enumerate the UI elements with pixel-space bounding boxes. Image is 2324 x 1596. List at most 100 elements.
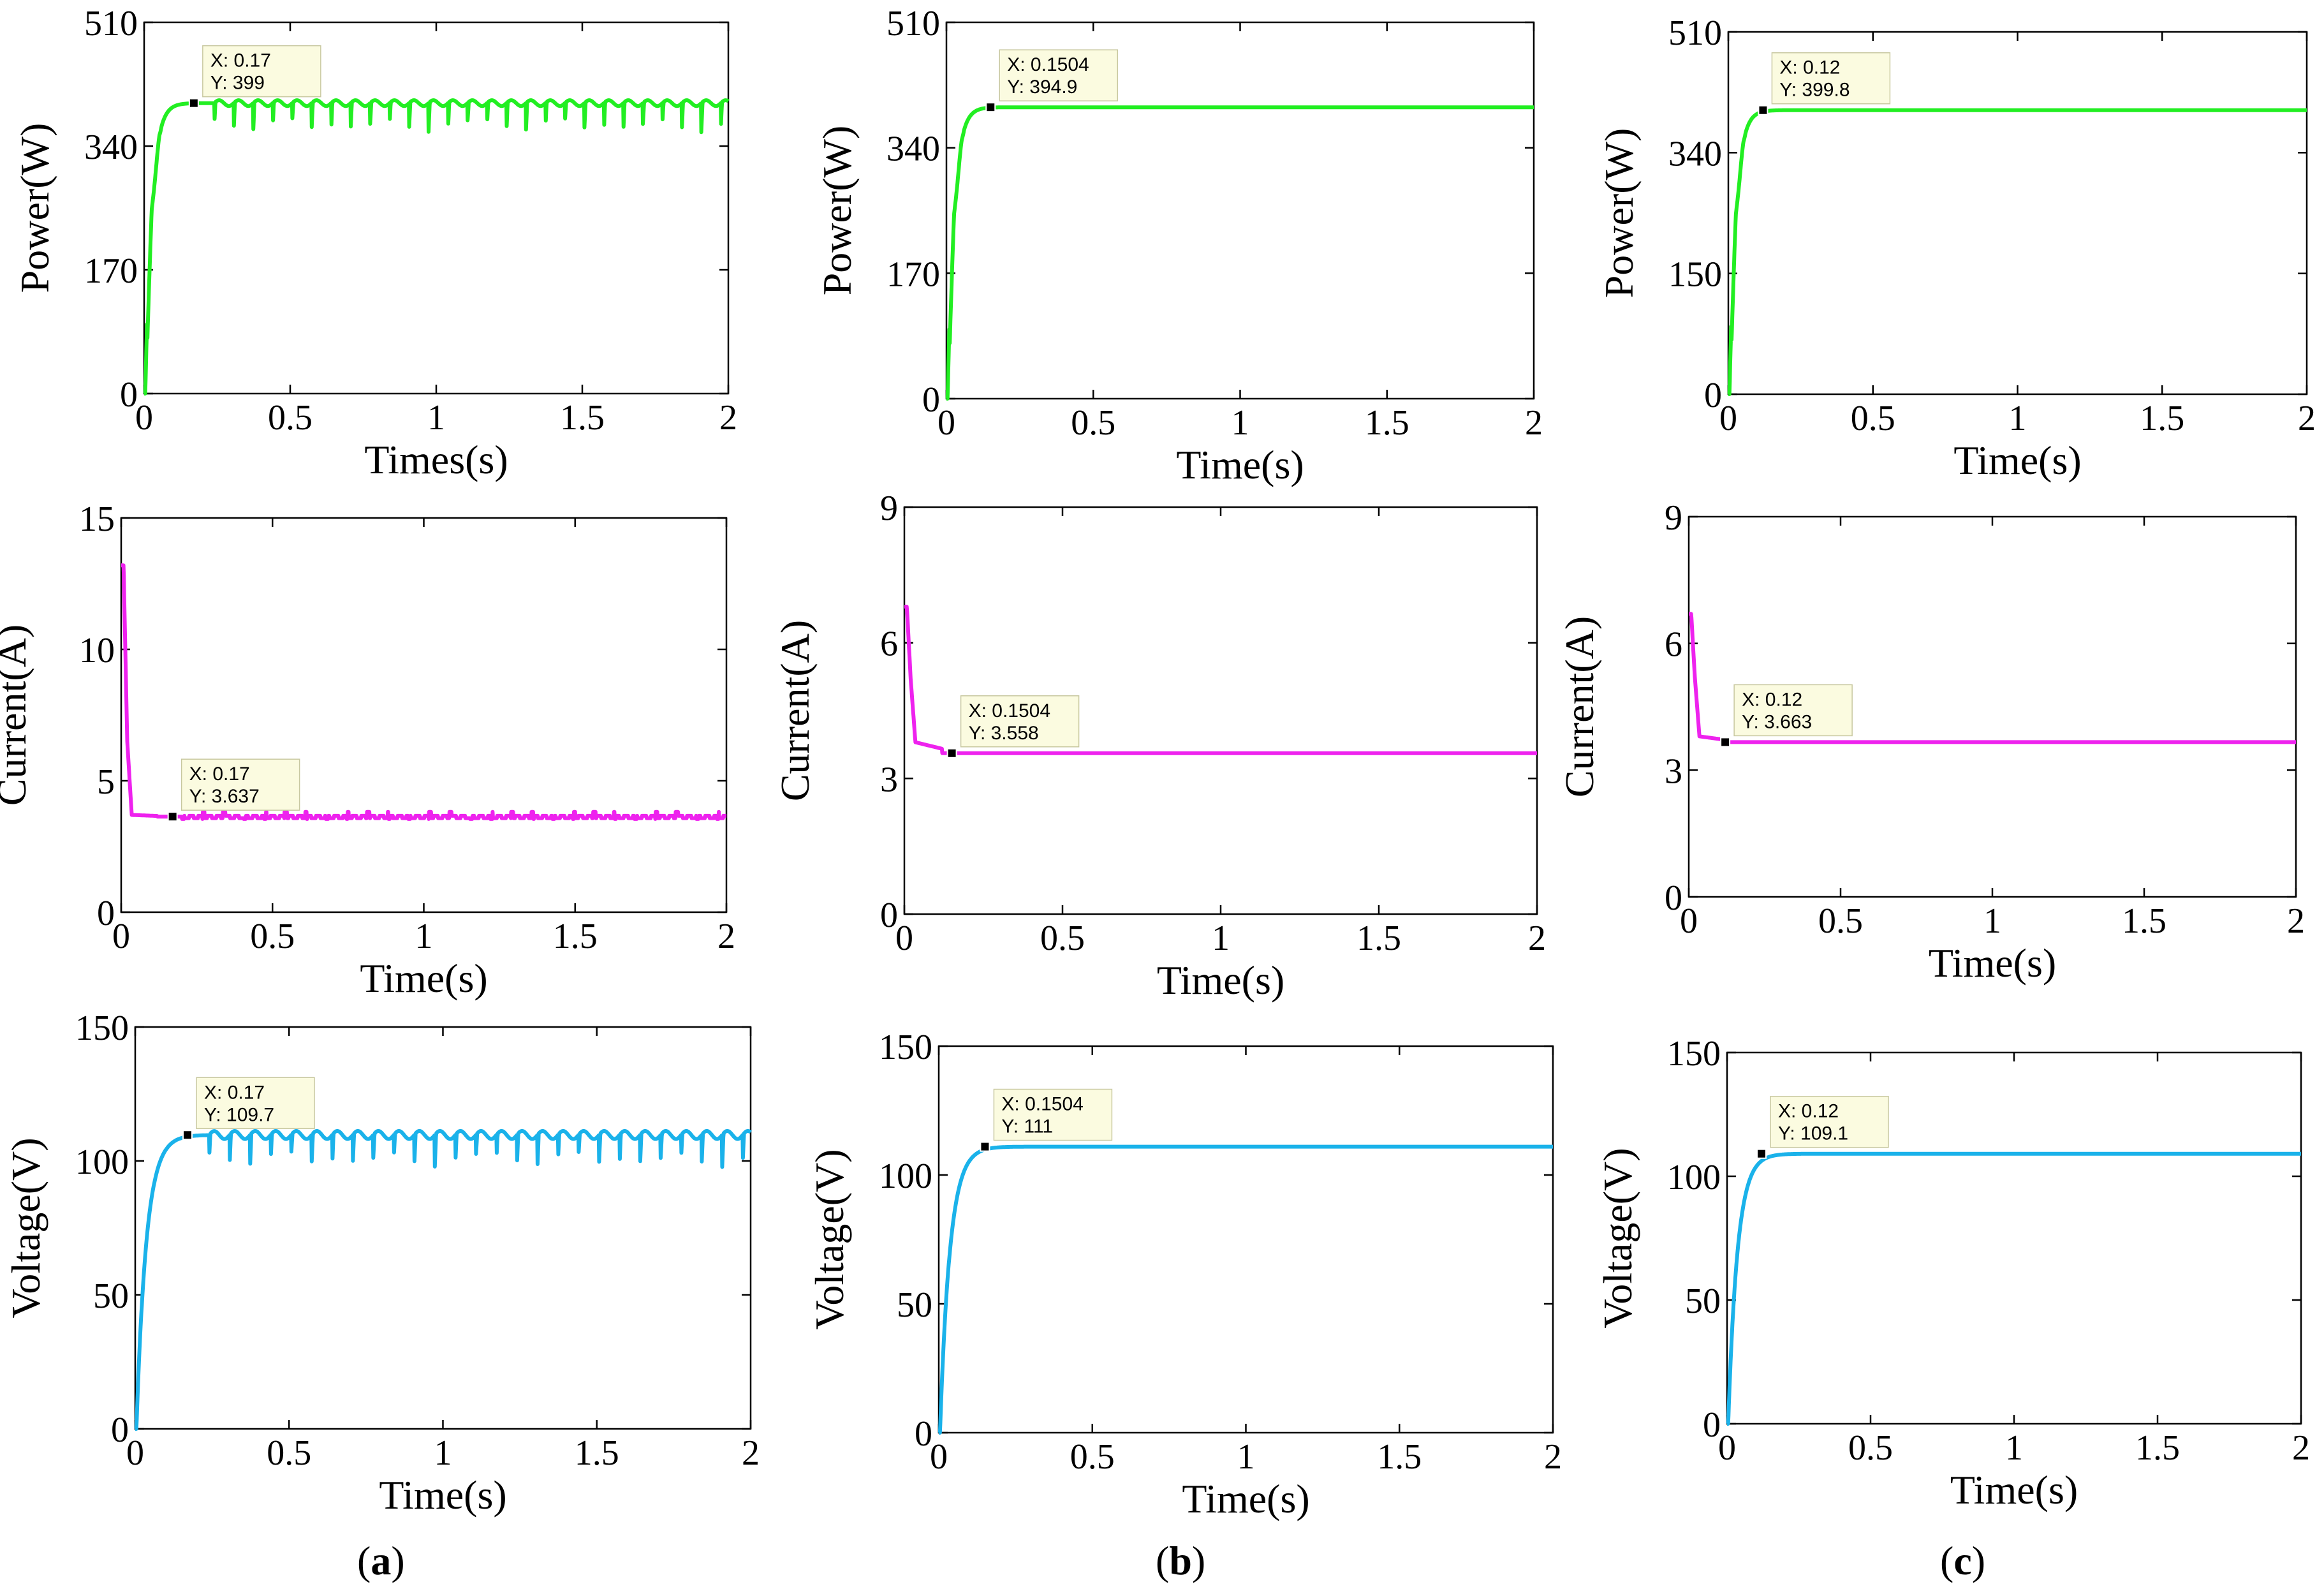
datatip-x-text: X: 0.12 <box>1742 689 1802 710</box>
x-tick-label: 0 <box>126 1433 144 1473</box>
x-tick-label: 1 <box>1983 901 2001 941</box>
y-tick-label: 9 <box>880 489 898 528</box>
x-tick-label: 2 <box>1528 919 1546 958</box>
x-tick-label: 0.5 <box>1848 1428 1893 1468</box>
series-line-current <box>902 605 1539 755</box>
y-tick-label: 15 <box>79 499 115 539</box>
y-tick-label: 0 <box>120 375 138 415</box>
x-tick-label: 1 <box>427 398 445 438</box>
y-axis-title: Current(A) <box>1557 616 1602 797</box>
y-tick-label: 510 <box>886 4 940 43</box>
datatip-box <box>1733 684 1853 737</box>
datatip-marker[interactable] <box>1758 105 1769 115</box>
x-tick-label: 1 <box>1237 1437 1255 1477</box>
x-tick-label: 2 <box>2292 1428 2310 1468</box>
datatip-x-text: X: 0.1504 <box>1007 54 1089 75</box>
x-tick-label: 1 <box>415 917 433 956</box>
x-tick-label: 2 <box>2298 399 2316 438</box>
chart-b-current: 0 0.5 1 1.5 2 0 3 6 9 Time(s) Current(A) X: 0.1504Y… <box>772 489 1546 1003</box>
series-line-power <box>945 105 1536 401</box>
series-line-voltage <box>1725 1151 2303 1426</box>
x-tick-label: 1.5 <box>1357 919 1401 958</box>
datatip-y-text: Y: 109.1 <box>1778 1123 1848 1144</box>
x-tick-label: 0 <box>895 919 913 958</box>
datatip-y-text: Y: 111 <box>1001 1116 1053 1137</box>
datatip-marker[interactable] <box>188 98 199 108</box>
y-tick-label: 50 <box>1685 1282 1721 1321</box>
y-tick-label: 340 <box>1668 134 1722 174</box>
column-label-a: (a) <box>357 1537 405 1585</box>
y-tick-label: 0 <box>1703 1405 1721 1445</box>
y-axis-title: Voltage(V) <box>1595 1148 1640 1328</box>
datatip-box <box>999 49 1119 101</box>
y-tick-label: 3 <box>880 760 898 799</box>
datatip-box <box>180 758 300 811</box>
x-axis-title: Time(s) <box>1157 957 1284 1003</box>
chart-c-current: 0 0.5 1 1.5 2 0 3 6 9 Time(s) Current(A) X: 0.12Y: … <box>1557 498 2305 986</box>
x-tick-label: 1.5 <box>575 1433 619 1473</box>
y-axis-title: Voltage(V) <box>807 1149 852 1329</box>
x-tick-label: 1.5 <box>2140 399 2184 438</box>
x-tick-label: 0.5 <box>250 917 295 956</box>
x-tick-label: 2 <box>742 1433 760 1473</box>
y-tick-label: 100 <box>75 1142 129 1182</box>
y-tick-label: 170 <box>84 251 138 291</box>
y-tick-label: 0 <box>97 894 115 933</box>
y-axis-title: Power(W) <box>1596 128 1642 299</box>
x-tick-label: 0 <box>1719 399 1737 438</box>
y-tick-label: 0 <box>915 1414 932 1454</box>
y-tick-label: 150 <box>75 1009 129 1048</box>
datatip-x-text: X: 0.17 <box>189 764 250 785</box>
x-axis-title: Times(s) <box>364 437 508 482</box>
x-axis-title: Time(s) <box>379 1472 506 1518</box>
x-axis-title: Time(s) <box>1929 940 2056 986</box>
datatip-y-text: Y: 399 <box>210 73 265 94</box>
datatip-box <box>960 695 1080 748</box>
x-tick-label: 1.5 <box>1377 1437 1422 1477</box>
x-axis-title: Time(s) <box>360 956 487 1001</box>
datatip-marker[interactable] <box>167 811 178 822</box>
chart-b-voltage: 0 0.5 1 1.5 2 0 50 100 150 Time(s) Voltage(V) X: 0.… <box>807 1028 1562 1521</box>
x-tick-label: 1 <box>434 1433 452 1473</box>
x-axis-title: Time(s) <box>1950 1467 2078 1512</box>
x-tick-label: 0.5 <box>267 1433 311 1473</box>
datatip-x-text: X: 0.12 <box>1779 57 1840 78</box>
y-tick-label: 150 <box>879 1028 932 1067</box>
y-tick-label: 510 <box>1668 13 1722 53</box>
series-line-power <box>142 98 730 395</box>
y-tick-label: 0 <box>111 1410 129 1450</box>
y-axis-title: Current(A) <box>0 624 34 806</box>
column-label-c-open: ( <box>1940 1538 1954 1583</box>
y-tick-label: 340 <box>886 129 940 169</box>
datatip-x-text: X: 0.1504 <box>969 700 1050 721</box>
x-tick-label: 1 <box>1212 919 1230 958</box>
chart-a-voltage: 0 0.5 1 1.5 2 0 50 100 150 Time(s) Voltage(V) X: 0.… <box>3 1009 760 1518</box>
datatip-x-text: X: 0.17 <box>204 1082 265 1103</box>
y-tick-label: 510 <box>84 4 138 43</box>
column-label-b-letter: b <box>1169 1538 1192 1583</box>
column-label-a-open: ( <box>357 1538 371 1583</box>
y-tick-label: 0 <box>1665 878 1682 918</box>
x-tick-label: 2 <box>717 917 735 956</box>
x-tick-label: 2 <box>1525 403 1543 443</box>
datatip-marker[interactable] <box>980 1141 990 1152</box>
datatip-y-text: Y: 399.8 <box>1779 80 1850 101</box>
datatip-marker[interactable] <box>182 1130 193 1141</box>
y-tick-label: 150 <box>1667 1034 1721 1074</box>
column-label-b-open: ( <box>1156 1538 1170 1583</box>
datatip-marker[interactable] <box>1720 737 1731 748</box>
y-tick-label: 150 <box>1668 255 1722 295</box>
y-tick-label: 5 <box>97 762 115 802</box>
column-label-a-close: ) <box>391 1538 405 1583</box>
y-tick-label: 0 <box>922 380 940 420</box>
datatip-marker[interactable] <box>985 102 996 113</box>
datatip-marker[interactable] <box>1756 1148 1767 1159</box>
column-label-b-close: ) <box>1191 1538 1206 1583</box>
series-line-current <box>119 563 728 821</box>
chart-a-power: 0 0.5 1 1.5 2 0 170 340 510 Times(s) Power(W) X: 0.… <box>12 4 737 482</box>
datatip-marker[interactable] <box>946 748 957 758</box>
datatip-x-text: X: 0.12 <box>1778 1101 1839 1122</box>
y-tick-label: 9 <box>1665 498 1682 538</box>
y-tick-label: 0 <box>1704 376 1722 415</box>
y-tick-label: 3 <box>1665 751 1682 791</box>
